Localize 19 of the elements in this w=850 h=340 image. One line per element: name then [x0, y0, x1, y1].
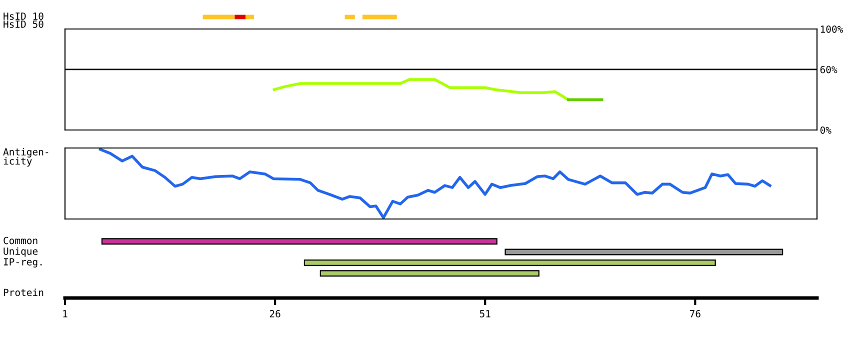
bar [304, 259, 716, 266]
y-tick-label: Unique [4, 247, 38, 257]
y-tick-label: Common [4, 236, 38, 244]
bar [101, 238, 498, 245]
y-tick-label: HsID 50 [4, 20, 44, 28]
x-axis-title: Protein [4, 288, 44, 296]
y-tick-label: 0% [820, 126, 832, 134]
y-tick-label: IP-reg. [4, 258, 42, 268]
bar [504, 248, 784, 256]
y-axis-title: Antigen- icity [3, 148, 48, 167]
x-tick-label: 51 [480, 310, 490, 318]
x-tick-label: 26 [270, 310, 280, 318]
y-tick-label: 60% [820, 66, 838, 74]
x-tick-label: 1 [63, 310, 68, 318]
x-tick-label: 76 [690, 310, 700, 318]
bar [320, 270, 540, 277]
y-tick-label: 100% [820, 26, 844, 33]
line-series [272, 78, 570, 102]
y-tick-label: HsID 10 [4, 12, 44, 20]
